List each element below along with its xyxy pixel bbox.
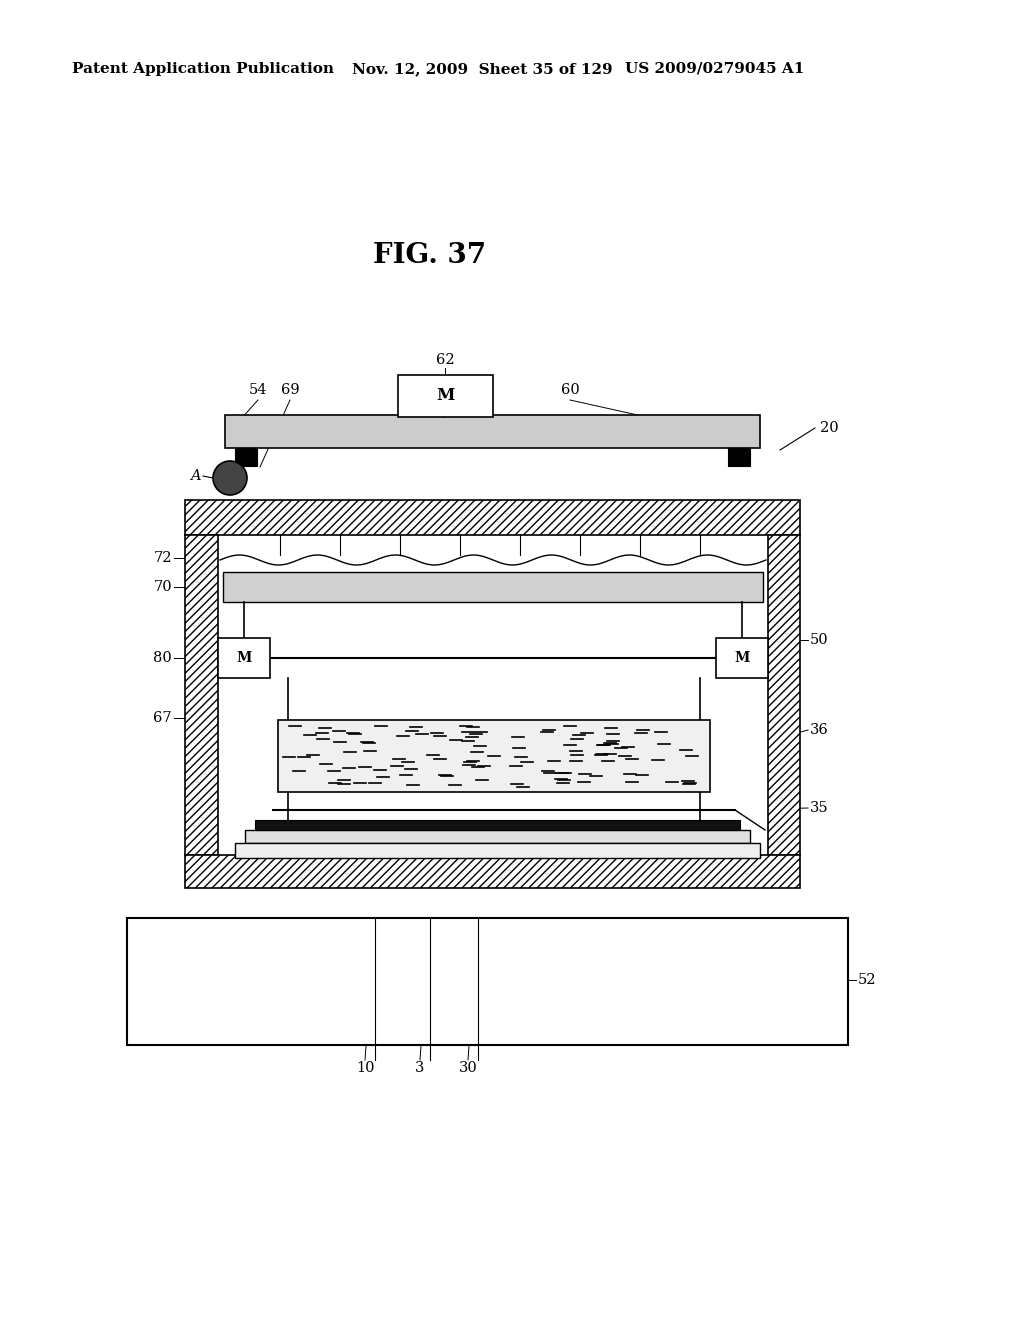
Bar: [728, 447, 750, 466]
Text: 10: 10: [355, 1061, 374, 1074]
Text: 72: 72: [154, 550, 172, 565]
Text: 80: 80: [154, 651, 172, 665]
Text: 62: 62: [435, 352, 455, 367]
Text: US 2009/0279045 A1: US 2009/0279045 A1: [625, 62, 805, 77]
Text: 67: 67: [154, 711, 172, 725]
Text: 52: 52: [858, 973, 877, 987]
Text: 3: 3: [416, 1061, 425, 1074]
Text: 70: 70: [154, 579, 172, 594]
Text: 20: 20: [820, 421, 839, 436]
Bar: [223, 572, 763, 602]
Circle shape: [213, 461, 247, 495]
Text: 30: 30: [459, 1061, 477, 1074]
Bar: [185, 535, 218, 855]
Bar: [278, 719, 710, 792]
Bar: [255, 820, 740, 830]
Text: Patent Application Publication: Patent Application Publication: [72, 62, 334, 77]
Bar: [234, 843, 760, 858]
Text: A: A: [189, 469, 201, 483]
Text: 50: 50: [810, 634, 828, 647]
Bar: [185, 855, 800, 888]
Text: M: M: [436, 388, 455, 404]
Bar: [225, 414, 760, 447]
Text: 60: 60: [560, 383, 580, 397]
Bar: [768, 535, 800, 855]
Bar: [245, 830, 750, 843]
Text: M: M: [734, 651, 750, 665]
Text: 54: 54: [249, 383, 267, 397]
Text: 36: 36: [810, 723, 828, 737]
Bar: [218, 638, 270, 678]
Text: FIG. 37: FIG. 37: [374, 242, 486, 269]
Text: M: M: [237, 651, 252, 665]
Bar: [398, 375, 493, 417]
Bar: [218, 535, 768, 855]
Bar: [127, 917, 848, 1045]
Text: 69: 69: [281, 383, 299, 397]
Bar: [185, 500, 800, 535]
Bar: [234, 447, 257, 466]
Bar: [716, 638, 768, 678]
Text: 35: 35: [810, 801, 828, 814]
Text: Nov. 12, 2009  Sheet 35 of 129: Nov. 12, 2009 Sheet 35 of 129: [352, 62, 612, 77]
